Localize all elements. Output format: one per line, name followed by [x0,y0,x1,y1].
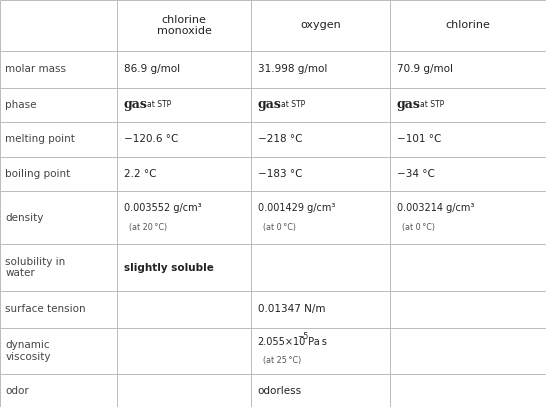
Text: 0.01347 N/m: 0.01347 N/m [258,304,325,314]
Text: −34 °C: −34 °C [397,169,435,179]
Text: surface tension: surface tension [5,304,86,314]
Text: melting point: melting point [5,134,75,144]
Text: −5: −5 [298,332,309,341]
Text: 0.001429 g/cm³: 0.001429 g/cm³ [258,203,335,213]
Text: density: density [5,213,44,223]
Text: solubility in
water: solubility in water [5,257,66,278]
Text: slightly soluble: slightly soluble [124,263,214,273]
Text: odorless: odorless [258,386,302,396]
Text: at STP: at STP [420,100,444,109]
Text: 86.9 g/mol: 86.9 g/mol [124,64,180,74]
Text: 2.055×10: 2.055×10 [258,337,306,347]
Text: phase: phase [5,100,37,110]
Text: (at 25 °C): (at 25 °C) [263,356,301,365]
Text: −101 °C: −101 °C [397,134,441,144]
Text: −183 °C: −183 °C [258,169,302,179]
Text: chlorine
monoxide: chlorine monoxide [157,15,212,36]
Text: boiling point: boiling point [5,169,71,179]
Text: gas: gas [397,98,421,111]
Text: −218 °C: −218 °C [258,134,302,144]
Text: gas: gas [258,98,282,111]
Text: dynamic
viscosity: dynamic viscosity [5,340,51,362]
Text: 2.2 °C: 2.2 °C [124,169,157,179]
Text: chlorine: chlorine [446,20,491,31]
Text: gas: gas [124,98,148,111]
Text: odor: odor [5,386,29,396]
Text: 0.003552 g/cm³: 0.003552 g/cm³ [124,203,201,213]
Text: oxygen: oxygen [300,20,341,31]
Text: at STP: at STP [281,100,305,109]
Text: molar mass: molar mass [5,64,67,74]
Text: 0.003214 g/cm³: 0.003214 g/cm³ [397,203,474,213]
Text: at STP: at STP [147,100,171,109]
Text: (at 0 °C): (at 0 °C) [402,223,435,232]
Text: Pa s: Pa s [305,337,327,347]
Text: 70.9 g/mol: 70.9 g/mol [397,64,453,74]
Text: (at 0 °C): (at 0 °C) [263,223,296,232]
Text: −120.6 °C: −120.6 °C [124,134,179,144]
Text: 31.998 g/mol: 31.998 g/mol [258,64,327,74]
Text: (at 20 °C): (at 20 °C) [129,223,168,232]
